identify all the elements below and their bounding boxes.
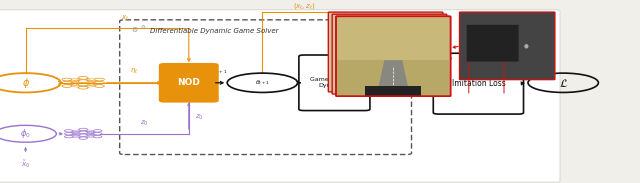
Polygon shape [376,60,410,96]
FancyBboxPatch shape [433,53,524,114]
Text: $y_1$: $y_1$ [446,84,455,93]
FancyBboxPatch shape [460,12,555,80]
Circle shape [93,135,102,138]
Text: Imitation Loss: Imitation Loss [452,79,505,88]
Circle shape [95,78,104,81]
Text: $\tilde{x}_0$: $\tilde{x}_0$ [21,158,30,169]
FancyBboxPatch shape [336,16,451,96]
FancyBboxPatch shape [467,25,519,62]
Text: Game Cost and
Dynamics: Game Cost and Dynamics [310,77,358,88]
Text: $x_t$: $x_t$ [120,14,129,23]
Circle shape [62,78,72,81]
Text: $\cdots$: $\cdots$ [483,87,490,93]
Circle shape [95,85,104,87]
FancyBboxPatch shape [328,12,443,92]
Circle shape [65,135,73,138]
Circle shape [79,128,88,131]
Text: $\mathbf{x}_2$: $\mathbf{x}_2$ [366,79,375,88]
FancyBboxPatch shape [0,10,560,182]
Circle shape [78,83,88,86]
Bar [365,86,421,96]
Circle shape [79,137,88,139]
Text: Differentiable Dynamic Game Solver: Differentiable Dynamic Game Solver [150,28,279,34]
Text: $\eta_t$: $\eta_t$ [130,67,138,76]
Circle shape [78,86,88,89]
Text: $\phi$: $\phi$ [22,76,29,90]
Text: $y_N$: $y_N$ [499,84,509,93]
Circle shape [62,85,72,87]
Text: ⚙: ⚙ [141,25,146,30]
Circle shape [65,133,73,135]
Text: $z_0$: $z_0$ [140,119,149,128]
Text: $\mathbf{x}_N$: $\mathbf{x}_N$ [366,68,376,77]
Text: $\mathcal{L}$: $\mathcal{L}$ [559,77,568,89]
Text: $z_{t+1}$: $z_{t+1}$ [212,68,227,76]
Text: $\phi_0$: $\phi_0$ [20,127,31,140]
Circle shape [93,133,102,135]
FancyBboxPatch shape [332,14,447,94]
Text: $(x_t, z_t)$: $(x_t, z_t)$ [293,1,316,11]
Circle shape [65,130,73,132]
Text: NOD: NOD [177,78,200,87]
Circle shape [62,81,72,84]
Circle shape [79,131,88,134]
Text: $\theta_{t+1}$: $\theta_{t+1}$ [255,78,270,87]
FancyBboxPatch shape [160,64,218,102]
FancyBboxPatch shape [299,55,370,111]
Bar [337,17,449,60]
Bar [337,60,449,96]
Text: $\cdots$: $\cdots$ [366,75,374,81]
Circle shape [78,76,88,79]
Circle shape [95,81,104,84]
Text: $z_0$: $z_0$ [195,113,204,122]
Text: ●: ● [524,43,528,48]
Text: $\mathbf{x}_1$: $\mathbf{x}_1$ [366,85,375,94]
Text: $y_2$: $y_2$ [465,84,473,93]
Circle shape [93,130,102,132]
Circle shape [79,134,88,136]
Circle shape [78,80,88,83]
Text: $\cdots$: $\cdots$ [397,75,406,81]
Text: ⚙: ⚙ [131,27,138,33]
